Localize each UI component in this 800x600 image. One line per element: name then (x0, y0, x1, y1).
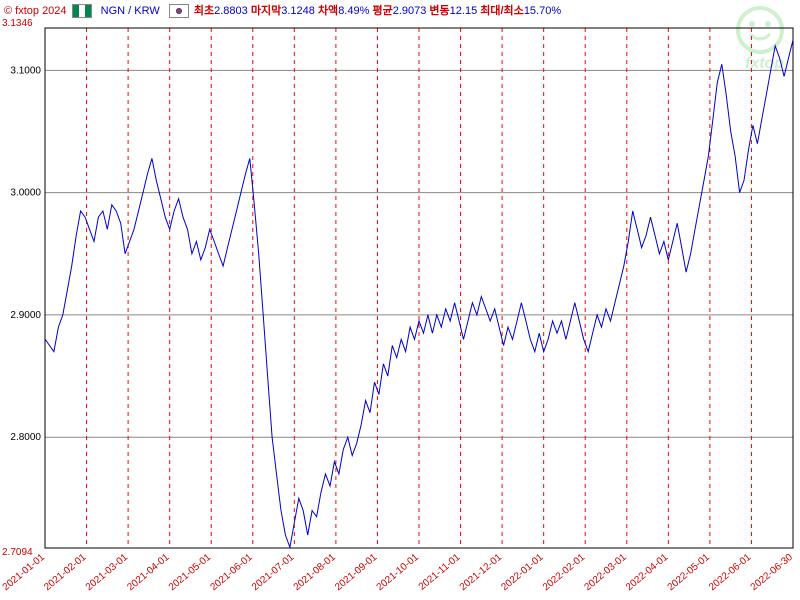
x-tick-label: 2021-04-01 (125, 552, 172, 594)
stat-first: 최초2.8803 (194, 2, 248, 18)
chart-header: © fxtop 2024 NGN / KRW 최초2.8803 마지막3.124… (0, 2, 800, 18)
y-min-label: 2.7094 (2, 547, 33, 558)
flag-nigeria-icon (72, 4, 92, 18)
x-tick-label: 2021-02-01 (42, 552, 89, 594)
y-tick-label: 2.8000 (10, 432, 41, 443)
x-tick-label: 2021-12-01 (458, 552, 505, 594)
flag-korea-icon (169, 4, 189, 18)
x-tick-label: 2022-04-01 (624, 552, 671, 594)
x-tick-label: 2021-03-01 (84, 552, 131, 594)
x-tick-label: 2021-09-01 (333, 552, 380, 594)
x-tick-label: 2022-03-01 (582, 552, 629, 594)
y-tick-label: 3.1000 (10, 65, 41, 76)
x-tick-label: 2021-05-01 (167, 552, 214, 594)
x-tick-label: 2022-02-01 (541, 552, 588, 594)
stat-diff: 차액8.49% (318, 2, 369, 18)
stat-range: 최대/최소15.70% (480, 2, 561, 18)
stat-last: 마지막3.1248 (251, 2, 315, 18)
chart-container: © fxtop 2024 NGN / KRW 최초2.8803 마지막3.124… (0, 0, 800, 600)
x-tick-label: 2021-11-01 (417, 552, 463, 593)
stat-change: 변동12.15 (429, 2, 477, 18)
y-tick-label: 2.9000 (10, 310, 41, 321)
x-tick-label: 2022-06-30 (749, 552, 796, 594)
chart-svg: fxtop2.80002.90003.00003.10002021-01-012… (0, 0, 800, 600)
y-tick-label: 3.0000 (10, 188, 41, 199)
currency-pair: NGN / KRW (101, 5, 160, 17)
y-max-label: 3.1346 (2, 18, 33, 29)
x-tick-label: 2021-10-01 (375, 552, 422, 594)
copyright-text: © fxtop 2024 (4, 5, 67, 17)
stat-avg: 평균2.9073 (372, 2, 426, 18)
x-tick-label: 2022-06-01 (707, 552, 754, 594)
x-tick-label: 2021-07-01 (250, 552, 297, 594)
x-tick-label: 2022-05-01 (666, 552, 713, 594)
x-tick-label: 2022-01-01 (499, 552, 546, 594)
x-tick-label: 2021-08-01 (292, 552, 339, 594)
svg-text:fxtop: fxtop (745, 55, 784, 72)
x-tick-label: 2021-06-01 (208, 552, 255, 594)
